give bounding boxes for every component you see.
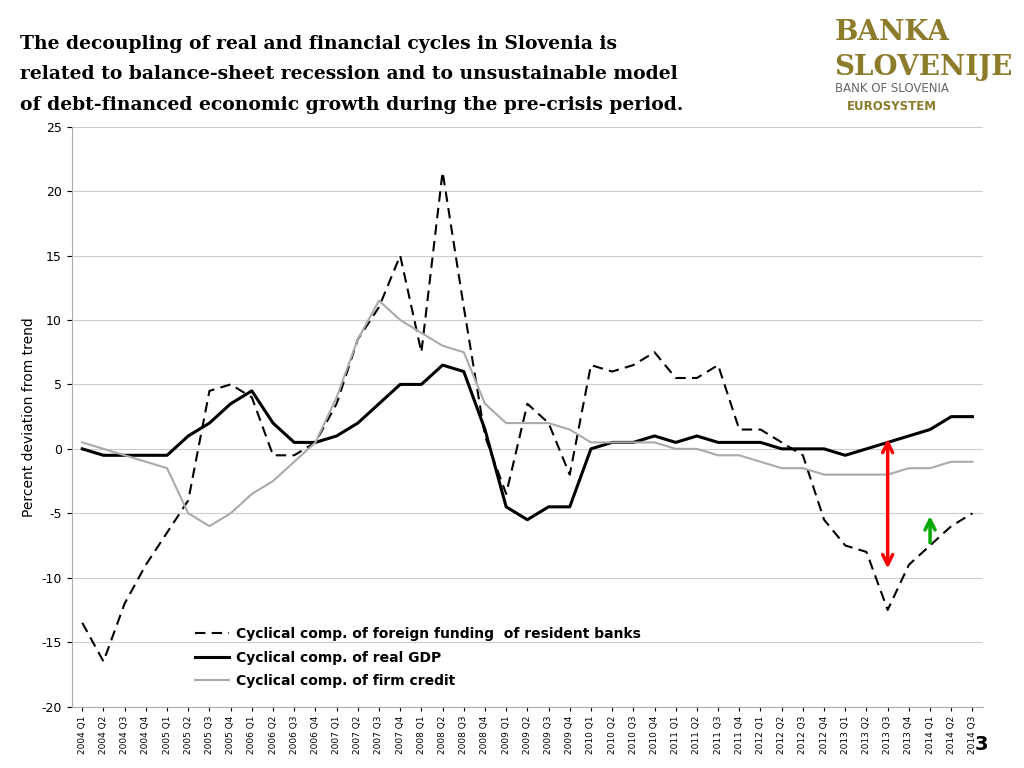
Text: EUROSYSTEM: EUROSYSTEM — [847, 100, 937, 113]
Text: The decoupling of real and financial cycles in Slovenia is: The decoupling of real and financial cyc… — [20, 35, 617, 52]
Y-axis label: Percent deviation from trend: Percent deviation from trend — [23, 316, 36, 517]
Text: related to balance-sheet recession and to unsustainable model: related to balance-sheet recession and t… — [20, 65, 678, 83]
Text: 3: 3 — [975, 735, 988, 754]
Text: SLOVENIJE: SLOVENIJE — [835, 54, 1013, 81]
Text: BANKA: BANKA — [835, 19, 949, 46]
Text: BANK OF SLOVENIA: BANK OF SLOVENIA — [835, 82, 948, 95]
Legend: Cyclical comp. of foreign funding  of resident banks, Cyclical comp. of real GDP: Cyclical comp. of foreign funding of res… — [189, 621, 647, 694]
Text: of debt-financed economic growth during the pre-crisis period.: of debt-financed economic growth during … — [20, 96, 684, 114]
